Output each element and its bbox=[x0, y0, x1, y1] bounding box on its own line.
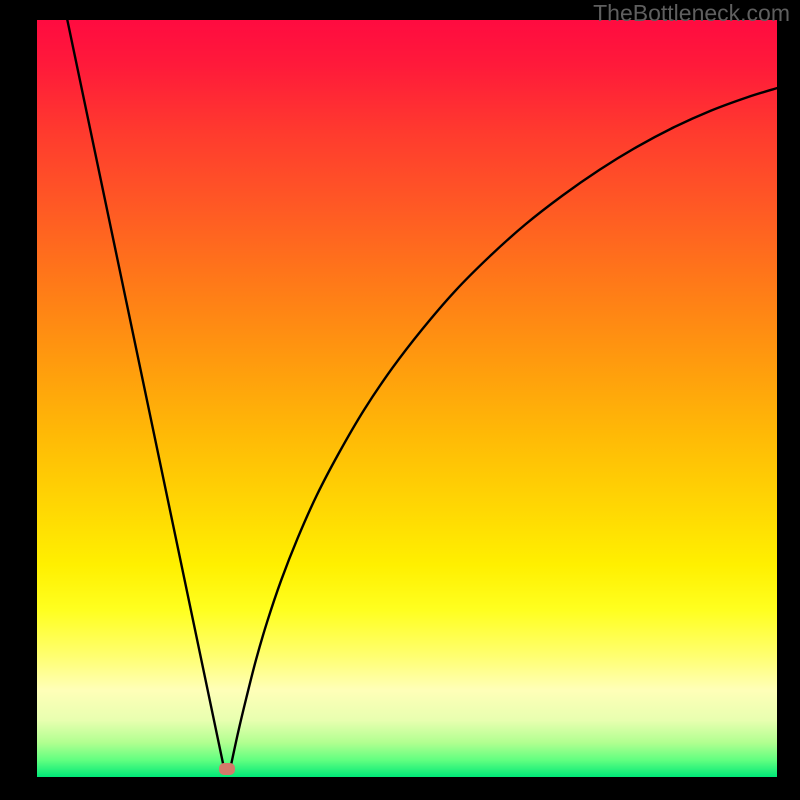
watermark-text: TheBottleneck.com bbox=[593, 0, 790, 27]
gradient-background bbox=[37, 20, 777, 777]
optimal-point-marker bbox=[219, 763, 235, 775]
plot-area bbox=[37, 20, 777, 777]
chart-container: TheBottleneck.com bbox=[0, 0, 800, 800]
